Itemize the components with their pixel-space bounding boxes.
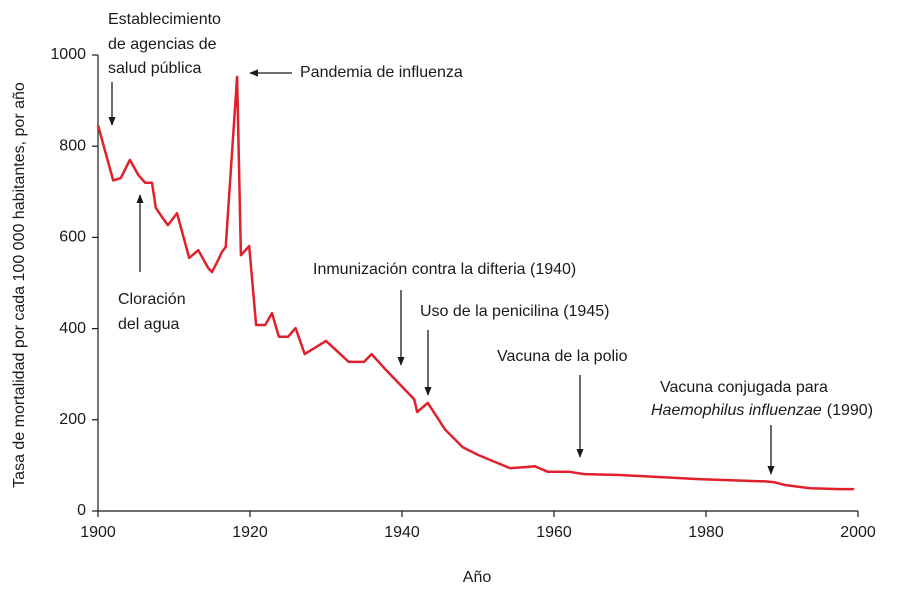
annotation: de agencias de xyxy=(108,36,217,53)
annotation: Vacuna conjugada para xyxy=(660,379,828,396)
annotation: Vacuna de la polio xyxy=(497,348,628,365)
y-tick-label: 0 xyxy=(77,502,86,519)
annotation: Establecimiento xyxy=(108,11,221,28)
y-tick-label: 800 xyxy=(59,137,86,154)
x-tick-label: 1900 xyxy=(80,524,116,541)
y-tick-label: 400 xyxy=(59,320,86,337)
y-tick-label: 1000 xyxy=(50,46,86,63)
x-tick-label: 1960 xyxy=(536,524,572,541)
y-axis-title: Tasa de mortalidad por cada 100 000 habi… xyxy=(11,82,28,488)
x-tick-label: 2000 xyxy=(840,524,876,541)
y-tick-label: 600 xyxy=(59,229,86,246)
data-line xyxy=(96,75,855,491)
annotation: salud pública xyxy=(108,60,202,77)
annotation-part: Haemophilus influenzae xyxy=(651,402,822,419)
x-tick-label: 1980 xyxy=(688,524,724,541)
annotation: Cloración xyxy=(118,291,186,308)
y-tick-label: 200 xyxy=(59,411,86,428)
x-tick-label: 1940 xyxy=(384,524,420,541)
annotation: Uso de la penicilina (1945) xyxy=(420,303,609,320)
annotation: Inmunización contra la difteria (1940) xyxy=(313,261,576,278)
annotation-part: (1990) xyxy=(827,402,873,419)
x-tick-label: 1920 xyxy=(232,524,268,541)
annotation: Pandemia de influenza xyxy=(300,64,463,81)
x-axis-title: Año xyxy=(463,569,492,586)
annotation-arrows xyxy=(108,69,775,475)
annotation: Haemophilus influenzae (1990) xyxy=(651,402,873,419)
annotation: del agua xyxy=(118,316,179,333)
